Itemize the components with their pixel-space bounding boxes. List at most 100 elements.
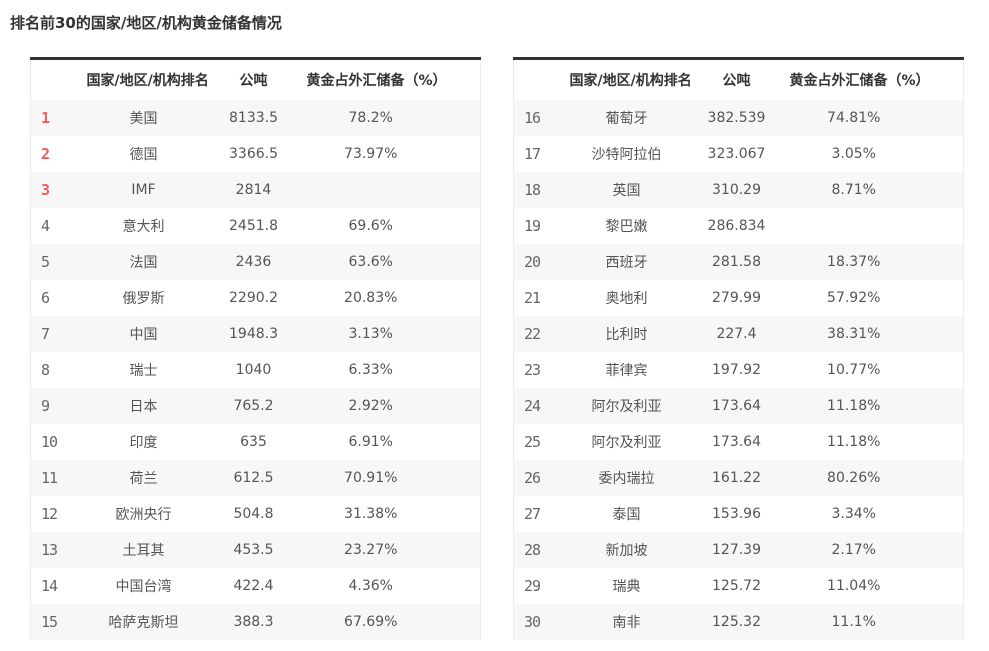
- table-row: 1 美国 8133.5 78.2%: [30, 99, 481, 136]
- tonnes-cell: 310.29: [712, 181, 761, 198]
- rank-cell: 1: [41, 108, 50, 127]
- tonnes-cell: 153.96: [712, 505, 761, 522]
- rank-cell: 6: [41, 288, 50, 307]
- name-cell: 阿尔及利亚: [591, 434, 662, 451]
- name-cell: 中国: [129, 326, 158, 343]
- name-column-header: 国家/地区/机构排名: [569, 58, 692, 100]
- percent-cell: 23.27%: [344, 541, 398, 558]
- table-row: 11 荷兰 612.5 70.91%: [30, 459, 481, 496]
- name-cell: 意大利: [122, 218, 165, 235]
- tonnes-cell: 1948.3: [229, 325, 278, 342]
- tonnes-cell: 2814: [235, 181, 272, 198]
- rank-cell: 14: [41, 576, 58, 595]
- percent-cell: 31.38%: [344, 505, 398, 522]
- name-cell: 土耳其: [122, 542, 165, 559]
- tonnes-cell: 453.5: [233, 541, 274, 558]
- name-column-header: 国家/地区/机构排名: [86, 58, 209, 100]
- tonnes-cell: 635: [240, 433, 267, 450]
- table-row: 22 比利时 227.4 38.31%: [513, 315, 964, 352]
- percent-cell: 38.31%: [827, 325, 881, 342]
- name-cell: 法国: [129, 254, 158, 271]
- percent-cell: 10.77%: [827, 361, 881, 378]
- name-cell: 泰国: [612, 506, 641, 523]
- tonnes-cell: 197.92: [712, 361, 761, 378]
- tonnes-cell: 173.64: [712, 397, 761, 414]
- rank-cell: 30: [524, 612, 541, 631]
- name-cell: 委内瑞拉: [598, 470, 655, 487]
- table-row: 15 哈萨克斯坦 388.3 67.69%: [30, 603, 481, 640]
- tonnes-cell: 2436: [235, 253, 272, 270]
- rank-cell: 17: [524, 144, 541, 163]
- table-row: 30 南非 125.32 11.1%: [513, 603, 964, 640]
- rank-cell: 21: [524, 288, 541, 307]
- percent-cell: 3.13%: [348, 325, 393, 342]
- name-cell: 英国: [612, 182, 641, 199]
- tonnes-cell: 227.4: [716, 325, 757, 342]
- name-cell: 俄罗斯: [122, 290, 165, 307]
- rank-cell: 10: [41, 432, 58, 451]
- table-row: 2 德国 3366.5 73.97%: [31, 136, 481, 172]
- tonnes-cell: 286.834: [707, 217, 766, 234]
- rank-cell: 3: [41, 180, 50, 199]
- percent-cell: 80.26%: [827, 469, 881, 486]
- name-cell: 菲律宾: [605, 362, 648, 379]
- tonnes-cell: 1040: [235, 361, 272, 378]
- percent-cell: 6.91%: [348, 433, 393, 450]
- name-cell: 瑞士: [129, 362, 158, 379]
- percent-cell: 4.36%: [348, 577, 393, 594]
- rank-cell: 13: [41, 540, 58, 559]
- table-row: 18 英国 310.29 8.71%: [513, 171, 964, 208]
- rank-cell: 27: [524, 504, 541, 523]
- rank-cell: 7: [41, 324, 50, 343]
- name-cell: 新加坡: [605, 542, 648, 559]
- table-row: 7 中国 1948.3 3.13%: [30, 315, 481, 352]
- table-row: 13 土耳其 453.5 23.27%: [30, 531, 481, 568]
- table-header: 国家/地区/机构排名 公吨 黄金占外汇储备（%）: [513, 58, 964, 100]
- rank-cell: 11: [41, 468, 58, 487]
- table-row: 25 阿尔及利亚 173.64 11.18%: [514, 424, 964, 460]
- tonnes-cell: 382.539: [707, 109, 766, 126]
- rank-cell: 26: [524, 468, 541, 487]
- table-row: 24 阿尔及利亚 173.64 11.18%: [513, 387, 964, 424]
- name-cell: 印度: [129, 434, 158, 451]
- table-row: 17 沙特阿拉伯 323.067 3.05%: [514, 136, 964, 172]
- rank-cell: 8: [41, 360, 50, 379]
- tonnes-cell: 612.5: [233, 469, 274, 486]
- rank-cell: 2: [41, 144, 50, 163]
- percent-cell: 57.92%: [827, 289, 881, 306]
- percent-cell: 8.71%: [831, 181, 876, 198]
- name-cell: 德国: [129, 146, 158, 163]
- percent-cell: 3.05%: [831, 145, 876, 162]
- name-cell: 日本: [129, 398, 158, 415]
- table-row: 14 中国台湾 422.4 4.36%: [31, 568, 481, 604]
- name-cell: 阿尔及利亚: [591, 398, 662, 415]
- percent-cell: 78.2%: [348, 109, 393, 126]
- percent-cell: 73.97%: [344, 145, 398, 162]
- percent-cell: 18.37%: [827, 253, 881, 270]
- name-cell: 欧洲央行: [115, 506, 172, 523]
- rank-cell: 9: [41, 396, 50, 415]
- percent-cell: 67.69%: [344, 613, 398, 630]
- percent-cell: 70.91%: [344, 469, 398, 486]
- tonnes-cell: 125.72: [712, 577, 761, 594]
- percent-column-header: 黄金占外汇储备（%）: [789, 58, 964, 100]
- table-row: 9 日本 765.2 2.92%: [30, 387, 481, 424]
- percent-cell: 74.81%: [827, 109, 881, 126]
- table-row: 5 法国 2436 63.6%: [30, 243, 481, 280]
- rank-cell: 23: [524, 360, 541, 379]
- table-row: 4 意大利 2451.8 69.6%: [31, 208, 481, 244]
- percent-column-header: 黄金占外汇储备（%）: [306, 58, 481, 100]
- percent-cell: 11.18%: [827, 433, 881, 450]
- tonnes-cell: 279.99: [712, 289, 761, 306]
- tonnes-cell: 8133.5: [229, 109, 278, 126]
- rank-cell: 16: [524, 108, 541, 127]
- percent-cell: 11.04%: [827, 577, 881, 594]
- rank-column-header: [513, 58, 570, 100]
- table-row: 23 菲律宾 197.92 10.77%: [514, 352, 964, 388]
- tonnes-cell: 504.8: [233, 505, 274, 522]
- percent-cell: 20.83%: [344, 289, 398, 306]
- rank-cell: 4: [41, 216, 50, 235]
- rank-column-header: [30, 58, 87, 100]
- rank-cell: 12: [41, 504, 58, 523]
- name-cell: IMF: [131, 181, 156, 198]
